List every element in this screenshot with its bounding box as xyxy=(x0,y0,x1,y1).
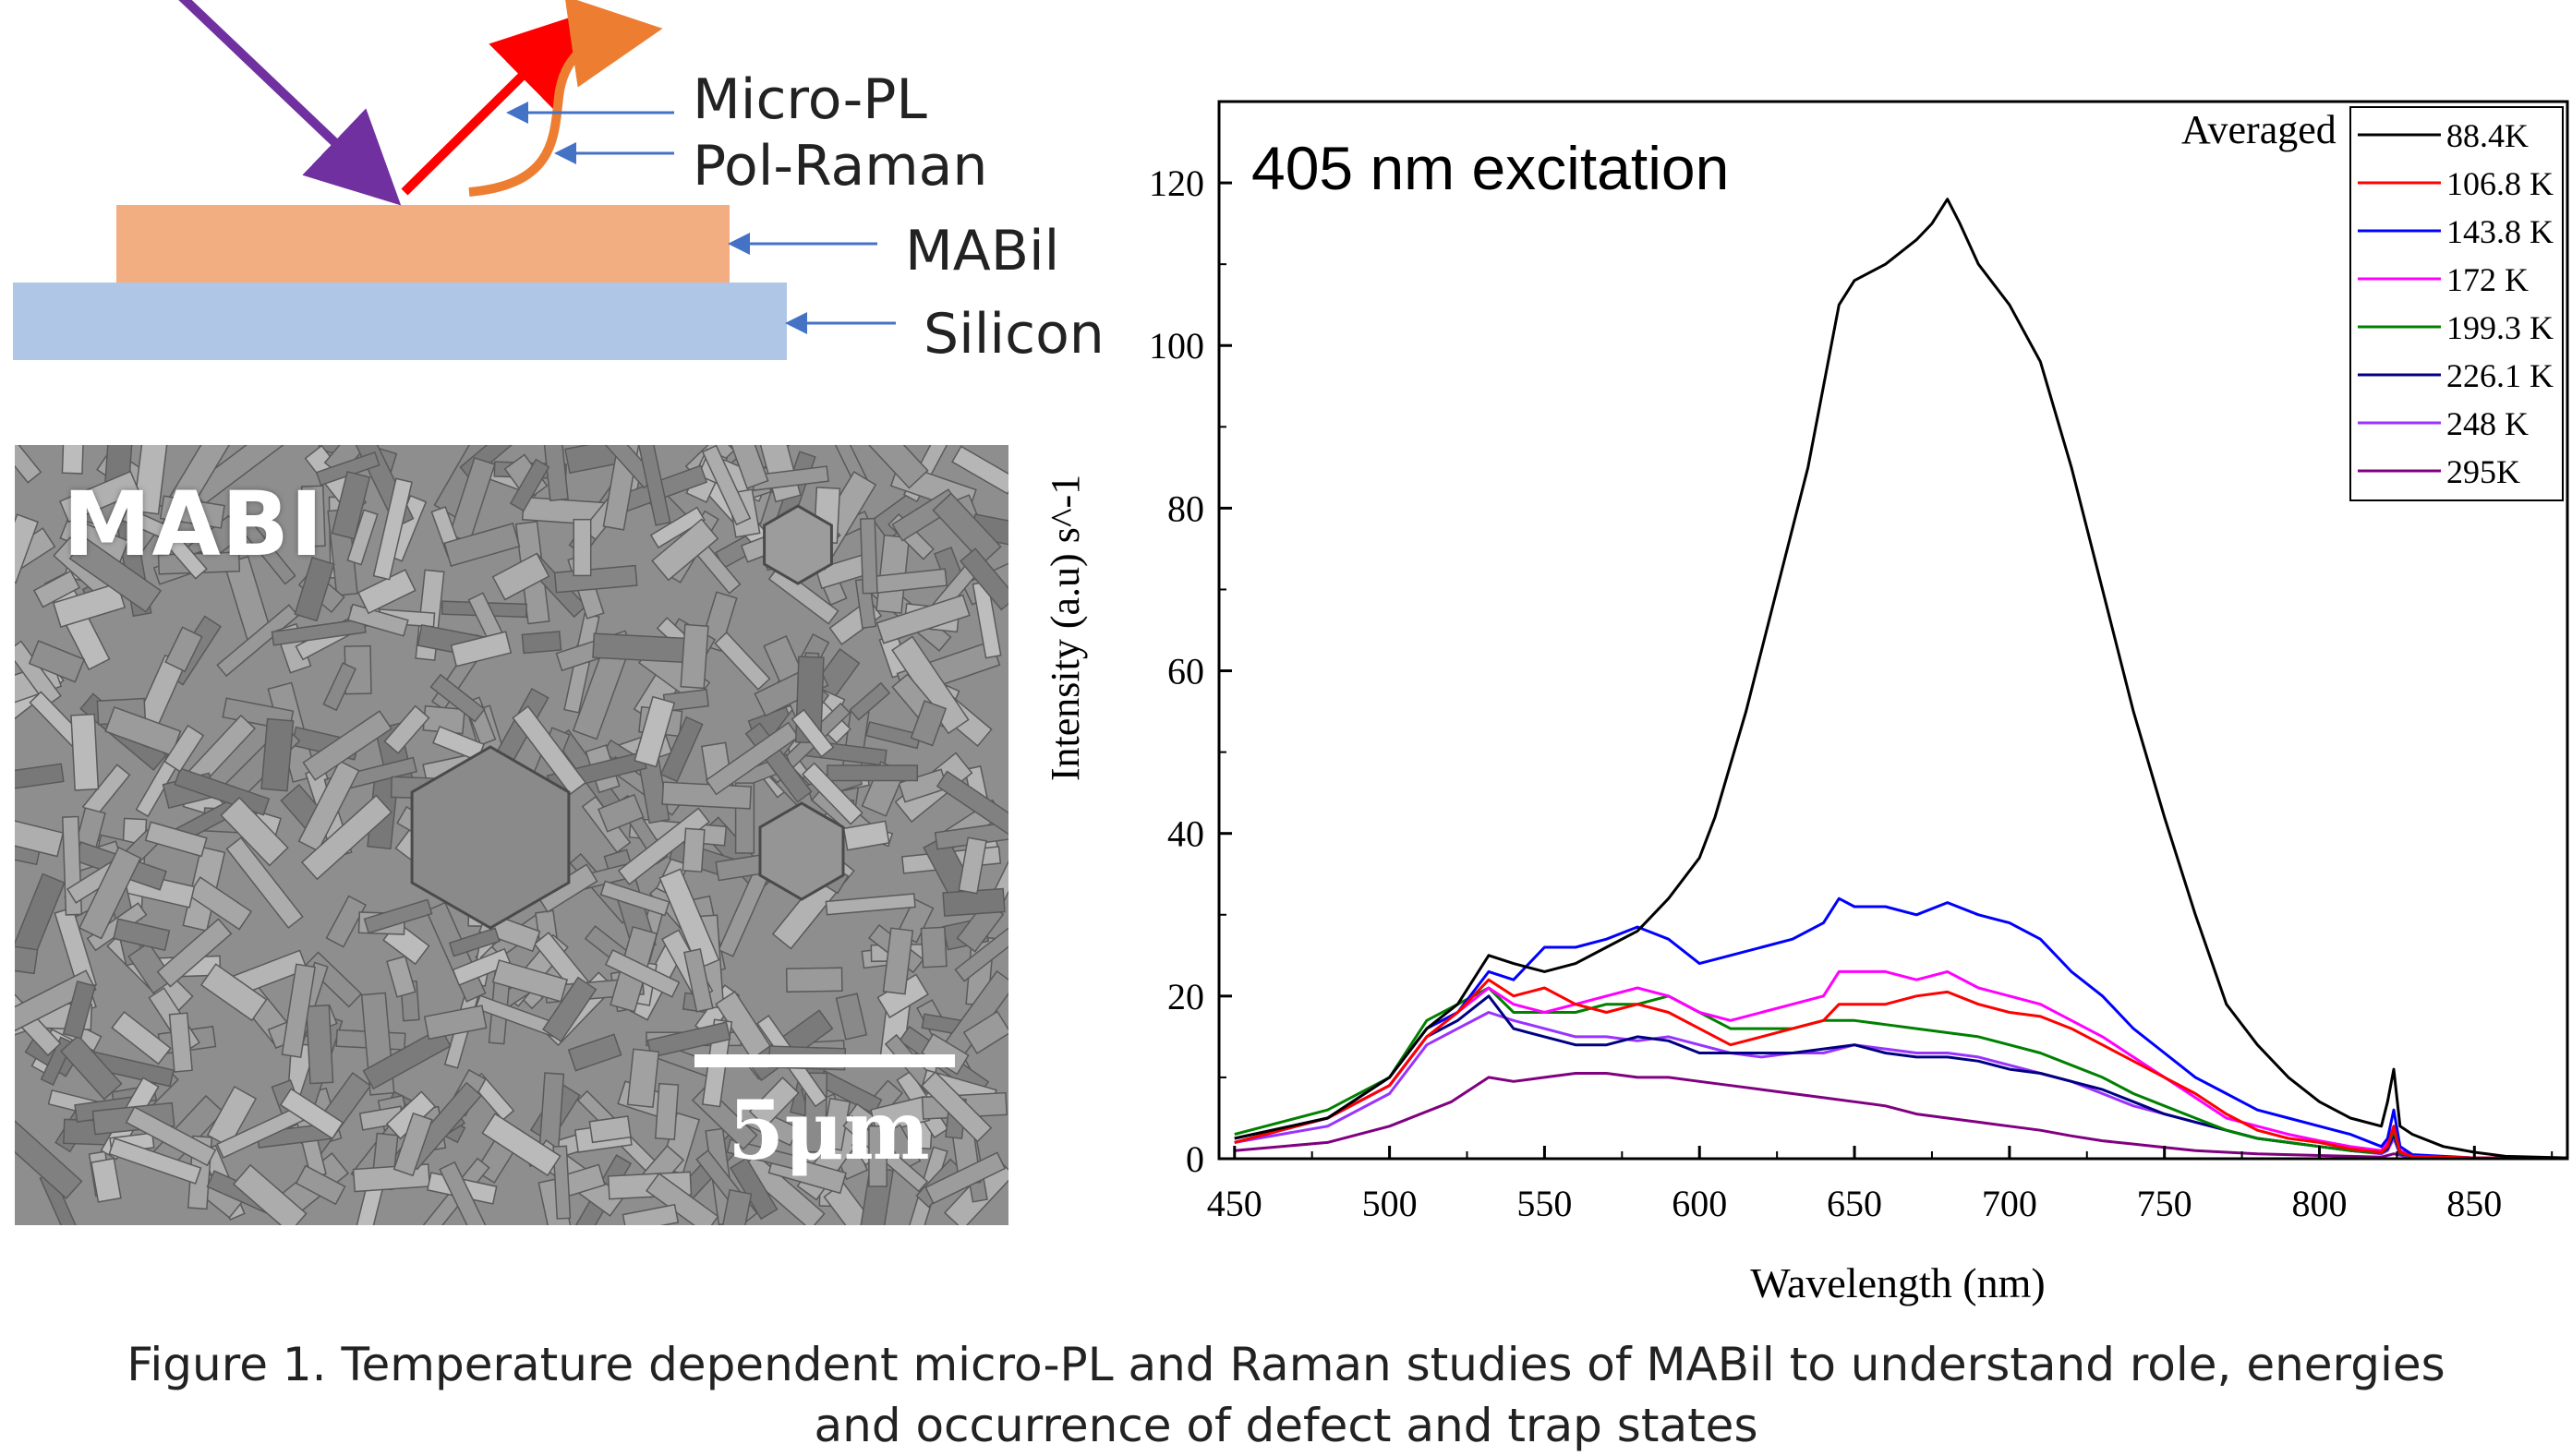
pl-spectrum-chart: 450 500 550 600 650 700 750 800 850 0 20 40 60 80 100… xyxy=(1043,100,2569,1306)
series-line-295k xyxy=(1234,1072,2568,1161)
silicon-label: Silicon xyxy=(924,302,1105,367)
legend-entry-label: 226.1 K xyxy=(2446,357,2554,394)
legend-title: Averaged xyxy=(2181,107,2337,152)
legend: 88.4K 106.8 K 143.8 K 172 K 199.3 K 226.1 K 24… xyxy=(2349,106,2564,501)
micro-pl-label: Micro-PL xyxy=(693,67,927,132)
silicon-layer xyxy=(13,283,787,360)
x-tick-label: 850 xyxy=(2446,1183,2502,1224)
sem-hexagonal-crystal xyxy=(758,801,845,901)
sample-schematic: Micro-PL Pol-Raman MABil Silicon xyxy=(13,0,1105,367)
series-line-226.1k xyxy=(1234,994,2568,1161)
scale-bar xyxy=(694,1054,955,1067)
mabil-layer xyxy=(116,205,730,283)
legend-entry-label: 248 K xyxy=(2446,405,2529,442)
legend-entry-label: 172 K xyxy=(2446,261,2529,298)
pl-emission-arrow xyxy=(401,11,587,196)
plot-frame xyxy=(1217,100,2569,1161)
series-line-143.8k xyxy=(1234,896,2568,1161)
caption-line-2: and occurrence of defect and trap states xyxy=(814,1399,1758,1452)
figure-caption: Figure 1. Temperature dependent micro-PL… xyxy=(0,1334,2572,1456)
y-tick-label: 80 xyxy=(1167,487,1204,529)
sem-sample-label: MABI xyxy=(63,473,324,576)
y-tick-label: 60 xyxy=(1167,651,1204,692)
x-tick-label: 600 xyxy=(1672,1183,1727,1224)
sem-platelets xyxy=(15,445,1008,1225)
x-tick-label: 550 xyxy=(1516,1183,1572,1224)
x-tick-label: 750 xyxy=(2137,1183,2192,1224)
y-tick-label: 40 xyxy=(1167,813,1204,855)
legend-entry-label: 199.3 K xyxy=(2446,309,2554,346)
x-tick-label: 450 xyxy=(1207,1183,1262,1224)
sem-hexagonal-crystal xyxy=(410,745,571,930)
x-axis-label: Wavelength (nm) xyxy=(1750,1259,2045,1306)
plot-lines xyxy=(1234,198,2568,1161)
x-tick-label: 650 xyxy=(1827,1183,1882,1224)
scale-bar-label: 5μm xyxy=(728,1082,930,1178)
legend-box xyxy=(2349,106,2564,501)
pol-raman-label: Pol-Raman xyxy=(693,134,987,199)
legend-entry-label: 295K xyxy=(2446,453,2520,490)
legend-entry-label: 143.8 K xyxy=(2446,213,2554,250)
sem-micrograph: MABI 5μm xyxy=(15,445,1008,1225)
y-tick-label: 100 xyxy=(1149,325,1204,367)
y-tick-label: 0 xyxy=(1186,1138,1204,1180)
y-tick-label: 120 xyxy=(1149,162,1204,204)
mabil-label: MABil xyxy=(905,219,1059,283)
legend-entry-label: 106.8 K xyxy=(2446,165,2554,202)
chart-annotation: 405 nm excitation xyxy=(1251,134,1729,202)
y-axis-label: Intensity (a.u) s^-1 xyxy=(1043,475,1088,781)
raman-scatter-arrow xyxy=(468,0,663,197)
sem-hexagonal-crystal xyxy=(763,504,833,585)
series-line-88.4k xyxy=(1234,198,2568,1160)
series-line-248k xyxy=(1234,1011,2568,1161)
series-line-106.8k xyxy=(1234,978,2568,1161)
series-line-199.3k xyxy=(1234,986,2568,1161)
x-axis-ticks: 450 500 550 600 650 700 750 800 850 xyxy=(1207,1146,2554,1224)
y-tick-label: 20 xyxy=(1167,976,1204,1017)
caption-line-1: Figure 1. Temperature dependent micro-PL… xyxy=(127,1338,2445,1391)
x-tick-label: 700 xyxy=(1982,1183,2037,1224)
y-axis-ticks: 0 20 40 60 80 100 120 xyxy=(1149,162,1232,1180)
x-tick-label: 500 xyxy=(1362,1183,1418,1224)
x-tick-label: 800 xyxy=(2291,1183,2347,1224)
sem-texture xyxy=(15,445,1008,1225)
incident-laser-arrow xyxy=(178,0,402,206)
legend-entry-label: 88.4K xyxy=(2446,117,2529,154)
